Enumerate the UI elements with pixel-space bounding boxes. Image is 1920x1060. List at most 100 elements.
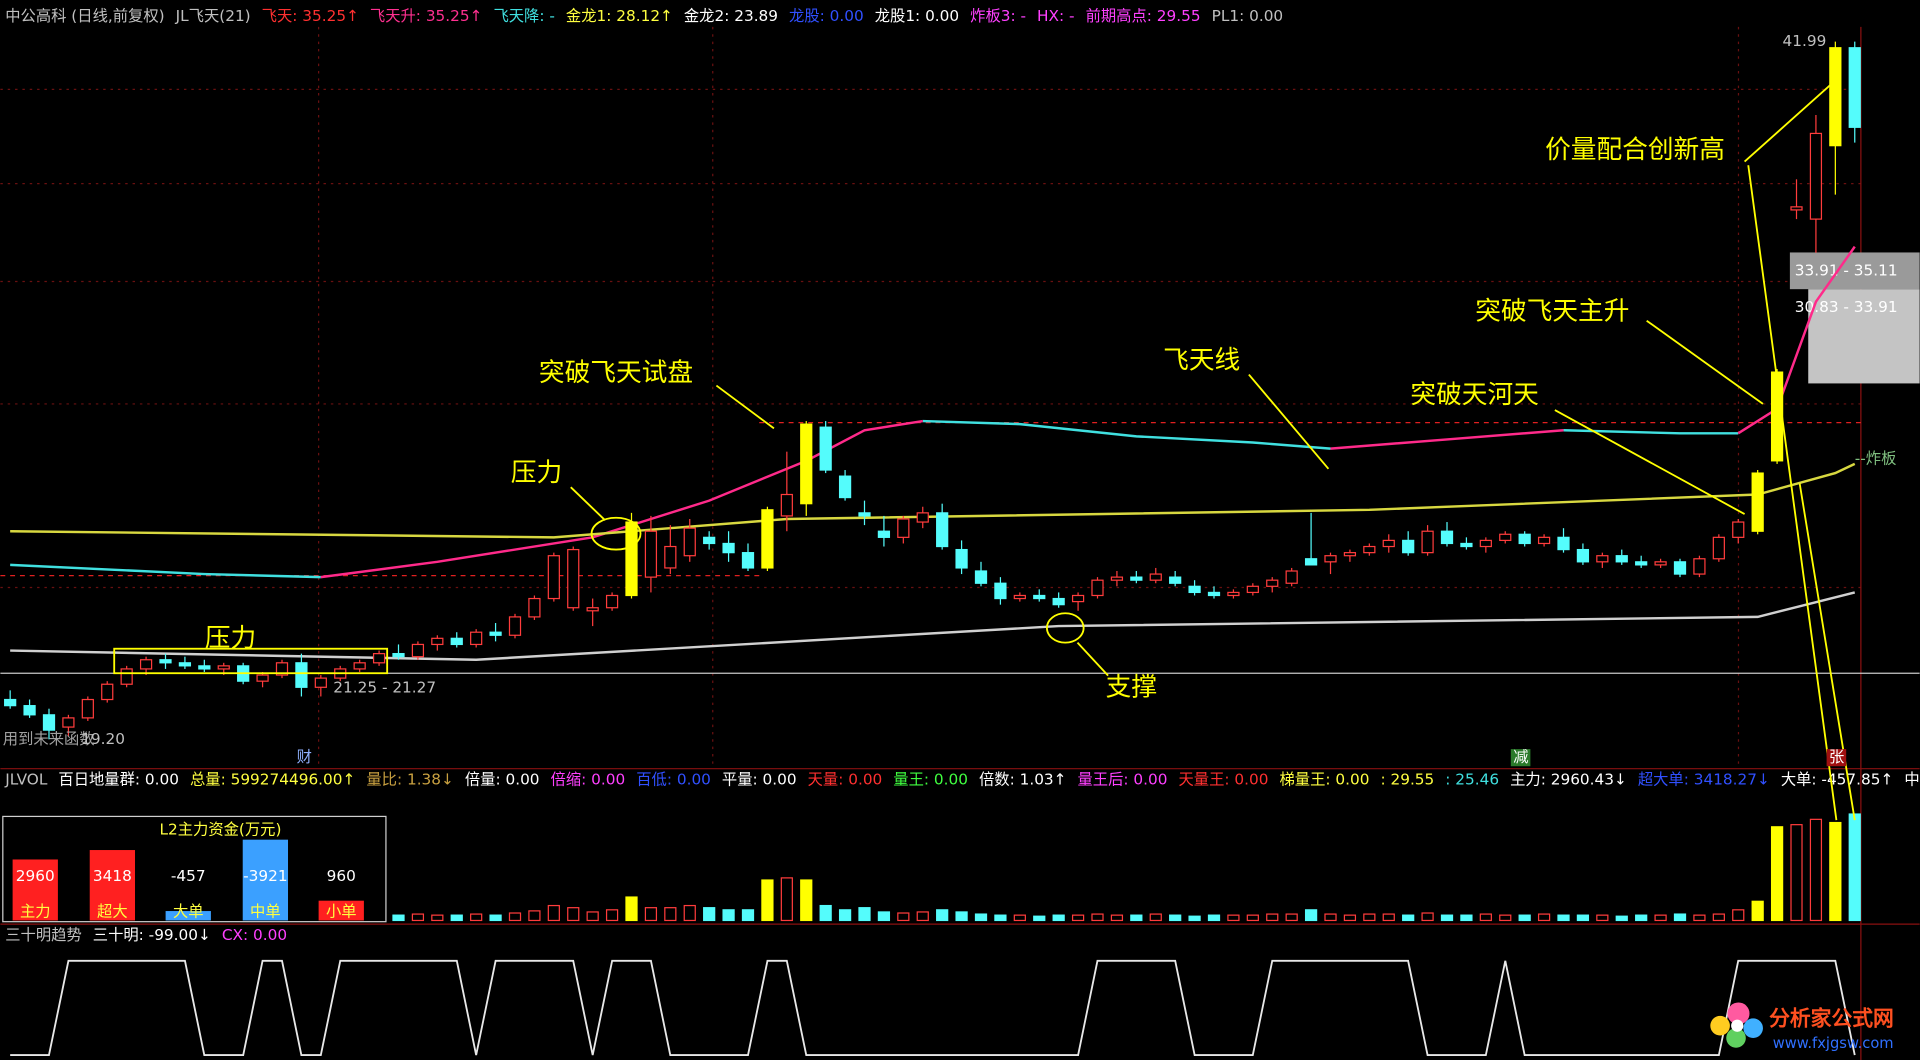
volume-bar (1673, 913, 1687, 922)
volume-bar (644, 907, 658, 922)
leader-line (570, 486, 606, 521)
candle-body (897, 518, 910, 538)
volume-bar (916, 911, 929, 922)
header-item: 天量王: 0.00 (1179, 770, 1269, 788)
event-marker-bg (1826, 749, 1847, 767)
volume-bar (761, 879, 774, 922)
volume-bar (1421, 912, 1434, 922)
candle-body (567, 548, 580, 609)
l2-name: 小单 (326, 902, 357, 920)
volume-bar (1149, 913, 1162, 922)
circle-marker (590, 516, 642, 551)
candle-body (994, 582, 1007, 600)
header-item: 龙股: 0.00 (789, 6, 864, 24)
event-marker-bg (1510, 749, 1531, 767)
volume-bar (586, 911, 599, 922)
candle-body (217, 665, 230, 670)
volume-bar (1285, 913, 1298, 922)
header-item: 超大单: 3418.27↓ (1638, 770, 1770, 788)
header-item: 中公高科 (日线,前复权) (5, 6, 164, 24)
candle-body (1732, 521, 1745, 538)
candle-body (372, 653, 386, 664)
volume-bar (489, 914, 502, 922)
l2-bar (165, 911, 211, 921)
volume-bar (1071, 914, 1085, 922)
price-zone (1808, 289, 1920, 384)
volume-bar (1110, 914, 1124, 922)
candle-body (1402, 539, 1415, 554)
candle-body (1693, 558, 1706, 575)
volume-bar (1033, 915, 1046, 922)
candle-body (450, 637, 463, 646)
volume-bar (547, 904, 560, 922)
candle-body (392, 653, 405, 658)
event-marker: 张 (1829, 748, 1844, 766)
header-item: 飞天升: 35.25↑ (370, 6, 483, 24)
candle-body (139, 659, 153, 670)
logo-icon (1710, 1002, 1763, 1048)
candle-body (81, 698, 94, 719)
volume-bar (1188, 915, 1201, 922)
candle-body (353, 662, 366, 670)
candle-body (819, 426, 832, 471)
volume-bar (1169, 914, 1182, 922)
grid (0, 26, 1861, 769)
header-item: 倍缩: 0.00 (551, 770, 626, 788)
event-marker: 财 (297, 748, 312, 766)
l2-name: 中单 (250, 902, 281, 920)
candle-body (1343, 552, 1357, 557)
volume-bar (1615, 915, 1628, 922)
volume-bar (1654, 914, 1667, 922)
candle-body (528, 597, 541, 618)
volume-bar (1712, 913, 1725, 922)
volume-bar (994, 914, 1007, 922)
candle-body (1149, 573, 1162, 581)
candle-body (838, 475, 852, 499)
volume-bar (1518, 914, 1531, 922)
indicator-line (10, 419, 1739, 579)
header-item: 金龙2: 23.89 (684, 6, 778, 24)
candle-body (1052, 597, 1065, 606)
candle-body (314, 677, 327, 688)
header-item: 飞天降: - (493, 6, 554, 24)
candle-body (1751, 472, 1764, 532)
candle-body (1246, 585, 1259, 594)
leader-line (1248, 373, 1330, 470)
volume-bar (780, 877, 793, 922)
candle-body (1013, 594, 1026, 600)
price-label: 21.25 - 21.27 (333, 678, 436, 696)
volume-bar (741, 909, 755, 922)
candle-body (547, 555, 560, 600)
header-item: 百低: 0.00 (636, 770, 711, 788)
volume-bar (1343, 914, 1357, 922)
candle-body (955, 548, 968, 569)
candle-body (1363, 545, 1376, 554)
candle-body (62, 717, 75, 728)
l2-name: 大单 (173, 902, 204, 920)
indicator-line (10, 591, 1856, 661)
header-item: 量王后: 0.00 (1078, 770, 1168, 788)
leader-line (715, 384, 775, 430)
volume-bar (1557, 914, 1570, 922)
leader-line (1554, 409, 1746, 515)
volume-bar (974, 913, 988, 922)
candle-body (1635, 561, 1648, 566)
annotation: 突破天河天 (1410, 380, 1538, 410)
l2-value: 960 (327, 867, 356, 885)
candle-body (1654, 561, 1667, 566)
volume-bar (1635, 914, 1648, 922)
candle-body (1712, 536, 1725, 560)
candle-body (1188, 585, 1201, 594)
header-item: 倍数: 1.03↑ (979, 770, 1067, 788)
header-item: 飞天: 35.25↑ (262, 6, 359, 24)
candle-body (1596, 555, 1609, 563)
candle-body (295, 662, 308, 688)
header-item: 金龙1: 28.12↑ (566, 6, 673, 24)
volume-bar (1130, 914, 1143, 922)
volume-bar (1537, 913, 1551, 922)
candle-body (1033, 594, 1046, 600)
l2-name: 主力 (20, 902, 51, 920)
candle-body (1440, 530, 1454, 545)
header-item: 总量: 599274496.00↑ (190, 770, 355, 788)
candle-body (489, 631, 502, 636)
